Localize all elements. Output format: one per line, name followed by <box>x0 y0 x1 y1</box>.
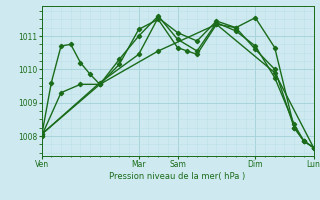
X-axis label: Pression niveau de la mer( hPa ): Pression niveau de la mer( hPa ) <box>109 172 246 181</box>
